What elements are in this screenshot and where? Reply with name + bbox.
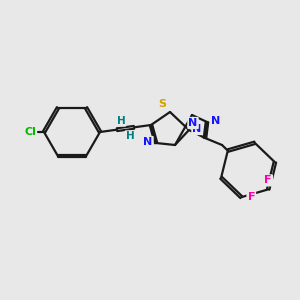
Text: N: N [212, 116, 220, 126]
Text: H: H [126, 131, 134, 141]
Text: N: N [188, 118, 198, 128]
Text: F: F [248, 192, 255, 202]
Text: S: S [158, 99, 166, 109]
Text: Cl: Cl [24, 127, 36, 137]
Text: F: F [264, 176, 272, 185]
Text: H: H [117, 116, 125, 126]
Text: N: N [192, 124, 202, 134]
Text: N: N [143, 137, 153, 147]
